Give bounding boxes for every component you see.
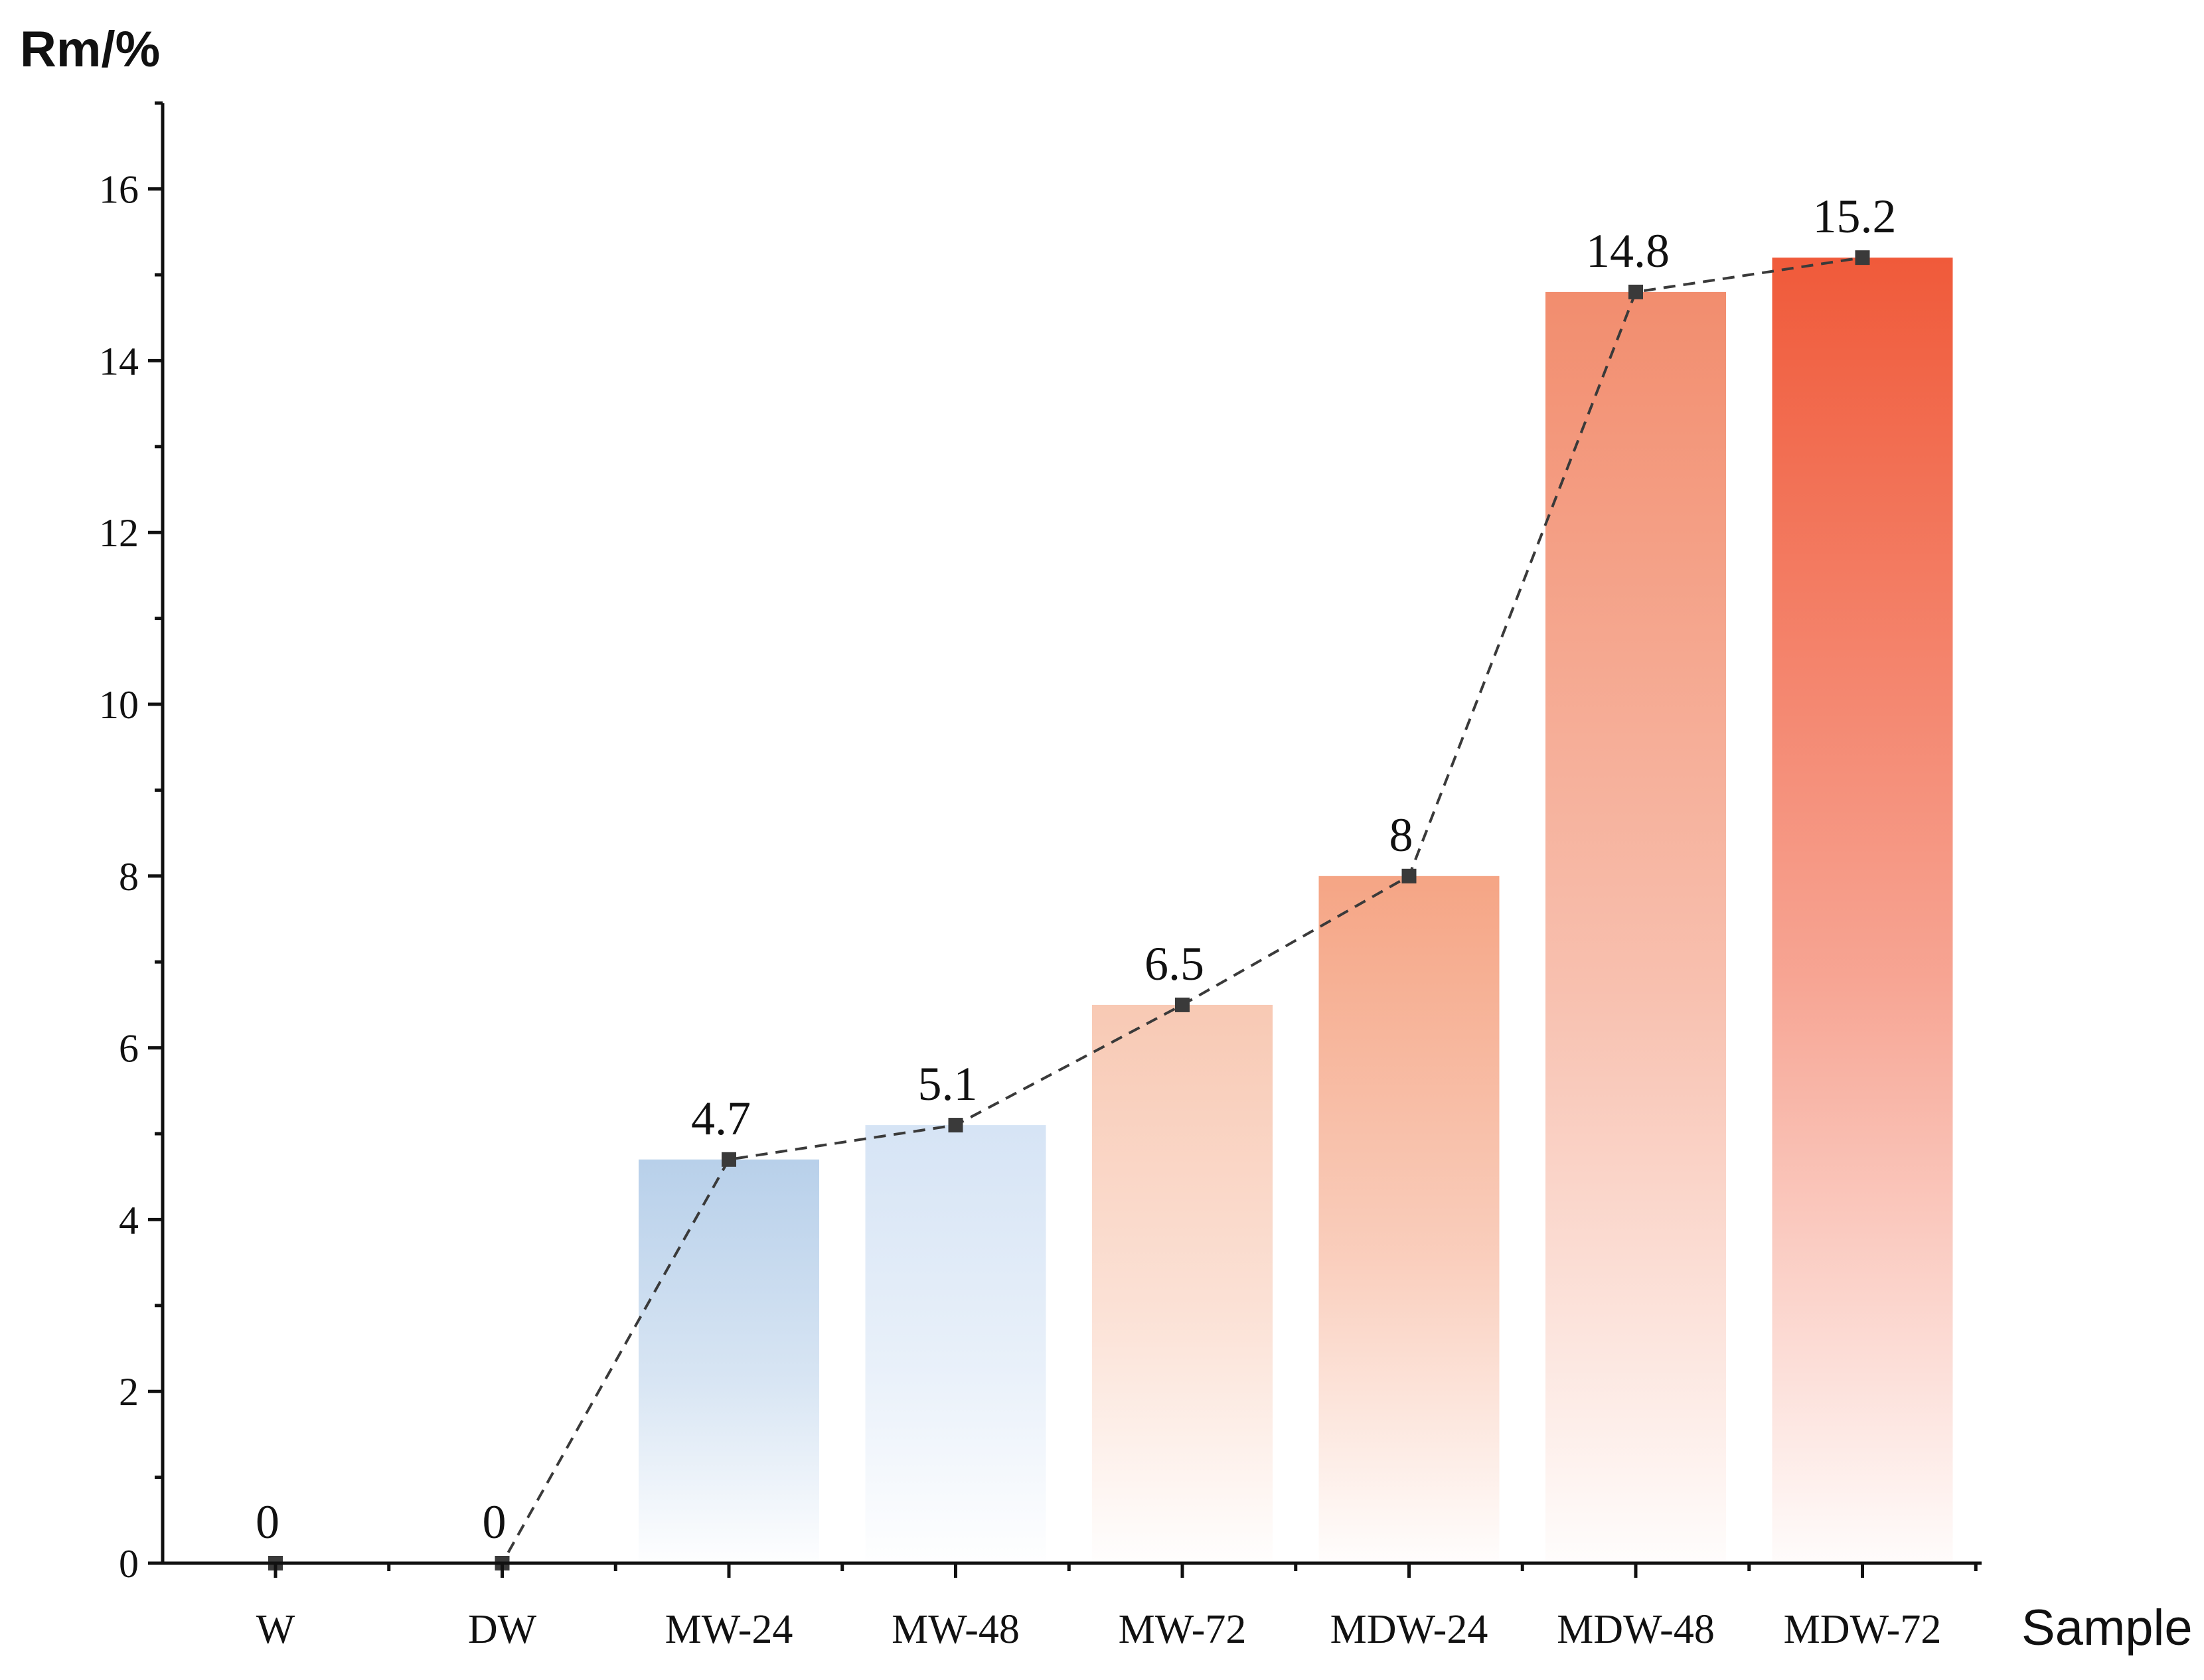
x-tick-label-mw-72: MW-72 <box>1119 1607 1247 1652</box>
data-label-w: 0 <box>256 1495 279 1549</box>
trend-marker-mdw-24 <box>1401 868 1417 883</box>
data-label-mw-24: 4.7 <box>691 1092 751 1145</box>
bar-mw-24 <box>639 1159 819 1563</box>
y-tick-label: 12 <box>99 511 139 555</box>
bar-mdw-72 <box>1772 258 1953 1563</box>
y-tick-label: 0 <box>119 1542 139 1586</box>
x-tick-label-mdw-24: MDW-24 <box>1330 1607 1488 1652</box>
axes-layer <box>148 101 1982 1578</box>
bars-layer <box>639 258 1953 1563</box>
data-label-mdw-48: 14.8 <box>1586 224 1670 277</box>
y-tick-label: 14 <box>99 339 139 383</box>
trend-marker-mw-24 <box>722 1152 736 1167</box>
trend-marker-mdw-48 <box>1628 284 1643 299</box>
bar-mdw-24 <box>1318 876 1500 1563</box>
data-label-mw-48: 5.1 <box>918 1057 978 1110</box>
x-tick-label-dw: DW <box>468 1607 537 1652</box>
x-tick-label-mdw-48: MDW-48 <box>1557 1607 1715 1652</box>
bar-mw-72 <box>1092 1004 1273 1563</box>
x-tick-label-mw-24: MW-24 <box>665 1607 793 1652</box>
x-tick-label-mdw-72: MDW-72 <box>1784 1607 1942 1652</box>
bar-mdw-48 <box>1545 291 1726 1563</box>
labels-layer: 0 2 4 6 8 10 12 14 16 W DW MW-24 MW-48 MW-72 MDW-24 MDW… <box>99 168 1941 1652</box>
trend-marker-mw-72 <box>1175 997 1190 1012</box>
y-tick-label: 6 <box>119 1027 139 1071</box>
trend-marker-mw-48 <box>948 1118 963 1133</box>
y-tick-label: 8 <box>119 855 139 899</box>
x-tick-label-mw-48: MW-48 <box>892 1607 1020 1652</box>
y-axis-title: Rm/% <box>20 21 160 78</box>
y-tick-label: 2 <box>119 1370 139 1414</box>
trend-marker-mdw-72 <box>1855 250 1870 266</box>
data-label-mdw-72: 15.2 <box>1813 190 1897 243</box>
trend-line <box>276 256 1863 1565</box>
data-label-dw: 0 <box>483 1495 507 1549</box>
data-label-mw-72: 6.5 <box>1144 937 1204 990</box>
x-tick-label-w: W <box>256 1607 295 1652</box>
y-tick-label: 16 <box>99 168 139 212</box>
trend-line-layer <box>268 250 1870 1570</box>
y-tick-label: 4 <box>119 1198 139 1242</box>
data-label-mdw-24: 8 <box>1389 808 1413 862</box>
x-axis-title: Sample <box>2021 1600 2193 1656</box>
y-tick-label: 10 <box>99 683 139 727</box>
bar-mw-48 <box>865 1125 1046 1563</box>
